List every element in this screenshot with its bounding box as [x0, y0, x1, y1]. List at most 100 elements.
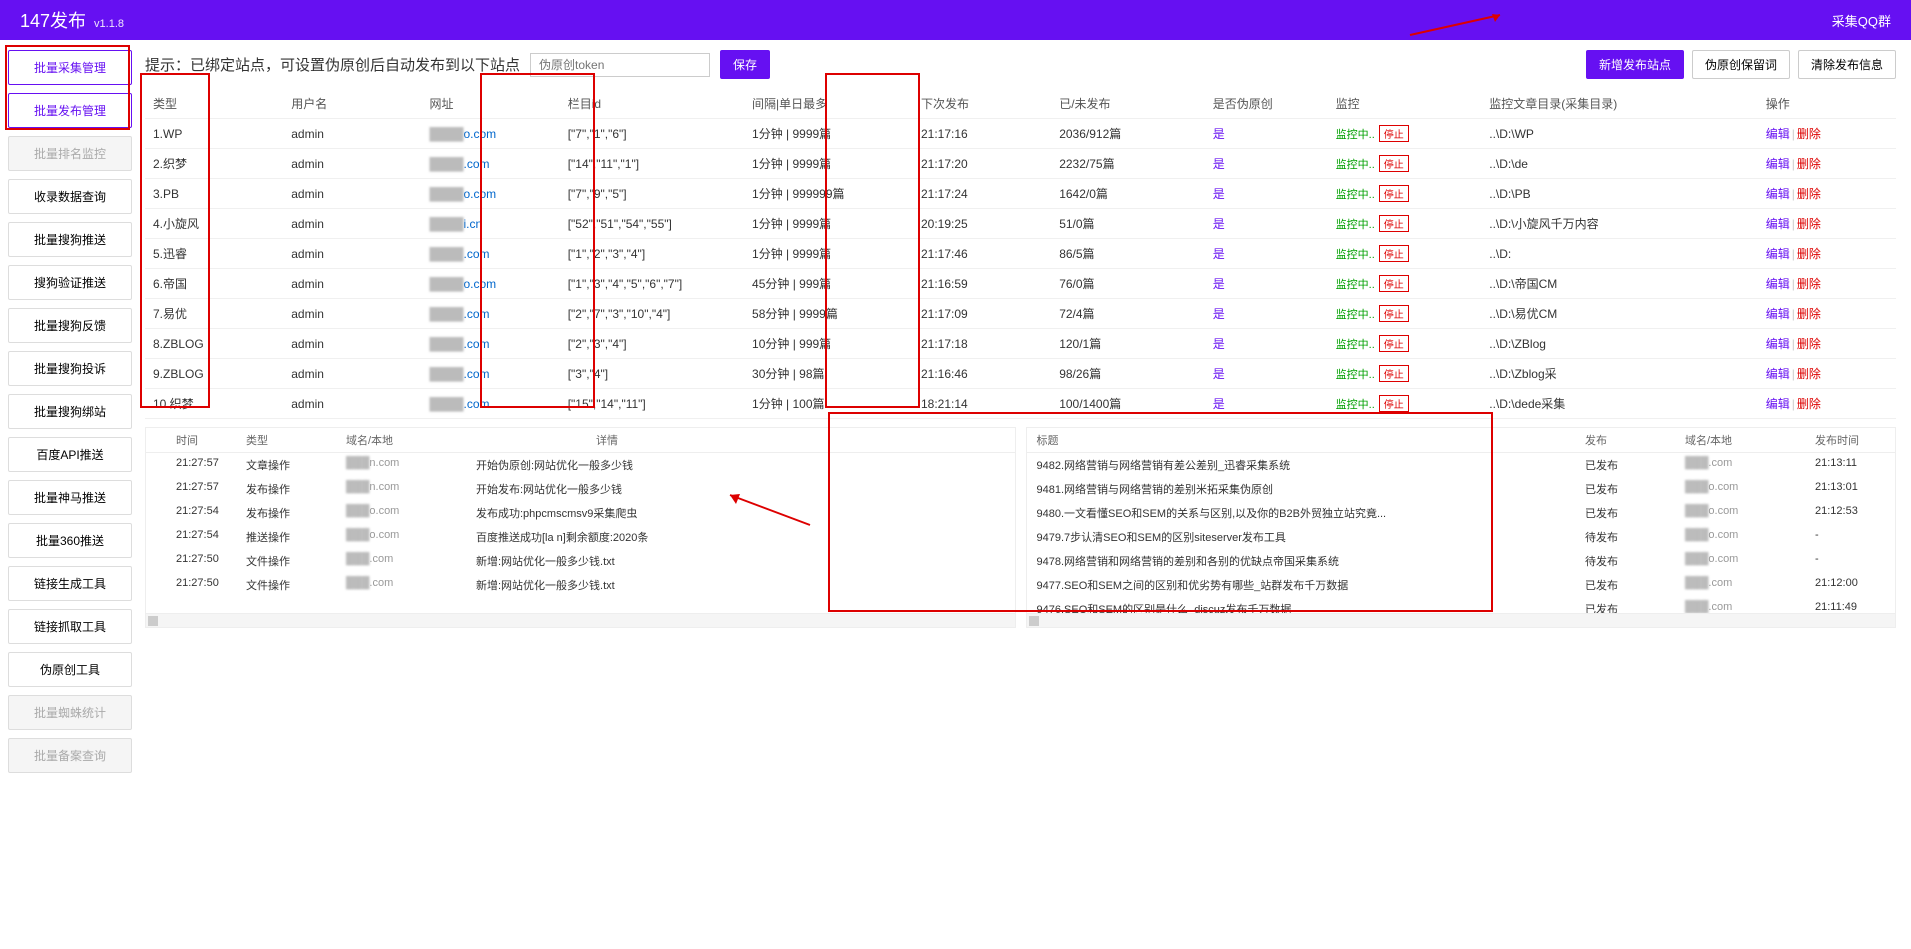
dir-cell: ..\D:\WP [1481, 119, 1757, 149]
sidebar-item[interactable]: 链接抓取工具 [8, 609, 132, 644]
sidebar-item[interactable]: 批量搜狗绑站 [8, 394, 132, 429]
url-cell[interactable]: ████.com [421, 239, 559, 269]
delete-link[interactable]: 删除 [1797, 127, 1821, 141]
url-cell[interactable]: ████.com [421, 149, 559, 179]
url-cell[interactable]: ████.com [421, 329, 559, 359]
sidebar-item[interactable]: 收录数据查询 [8, 179, 132, 214]
edit-link[interactable]: 编辑 [1766, 367, 1790, 381]
sidebar-item[interactable]: 百度API推送 [8, 437, 132, 472]
edit-link[interactable]: 编辑 [1766, 187, 1790, 201]
token-input[interactable] [530, 53, 710, 77]
table-row: 9.ZBLOGadmin████.com["3","4"]30分钟 | 98篇2… [145, 359, 1896, 389]
log-row: 21:27:54推送操作███o.com百度推送成功[la n]剩余额度:202… [146, 525, 1015, 549]
edit-link[interactable]: 编辑 [1766, 217, 1790, 231]
sidebar-item[interactable]: 批量采集管理 [8, 50, 132, 85]
save-button[interactable]: 保存 [720, 50, 770, 79]
stop-button[interactable]: 停止 [1379, 185, 1409, 202]
edit-link[interactable]: 编辑 [1766, 397, 1790, 411]
url-cell[interactable]: ████i.cn [421, 209, 559, 239]
top-bar: 提示：已绑定站点，可设置伪原创后自动发布到以下站点 保存 新增发布站点 伪原创保… [145, 50, 1896, 79]
edit-link[interactable]: 编辑 [1766, 157, 1790, 171]
stop-button[interactable]: 停止 [1379, 395, 1409, 412]
edit-link[interactable]: 编辑 [1766, 247, 1790, 261]
delete-link[interactable]: 删除 [1797, 217, 1821, 231]
log-header-cell: 发布 [1585, 432, 1685, 448]
delete-link[interactable]: 删除 [1797, 337, 1821, 351]
type-cell: 9.ZBLOG [145, 359, 283, 389]
url-cell[interactable]: ████o.com [421, 269, 559, 299]
ops-cell: 编辑|删除 [1758, 209, 1896, 239]
edit-link[interactable]: 编辑 [1766, 127, 1790, 141]
count-cell: 98/26篇 [1051, 359, 1205, 389]
url-cell[interactable]: ████.com [421, 359, 559, 389]
sidebar-item[interactable]: 链接生成工具 [8, 566, 132, 601]
qq-link[interactable]: 采集QQ群 [1832, 11, 1891, 30]
scrollbar[interactable] [146, 613, 1015, 627]
original-cell[interactable]: 是 [1205, 209, 1328, 239]
delete-link[interactable]: 删除 [1797, 157, 1821, 171]
interval-cell: 1分钟 | 9999篇 [744, 119, 913, 149]
original-cell[interactable]: 是 [1205, 119, 1328, 149]
delete-link[interactable]: 删除 [1797, 187, 1821, 201]
url-cell[interactable]: ████o.com [421, 119, 559, 149]
column-header: 操作 [1758, 89, 1896, 119]
type-cell: 8.ZBLOG [145, 329, 283, 359]
sidebar-item[interactable]: 批量360推送 [8, 523, 132, 558]
original-cell[interactable]: 是 [1205, 299, 1328, 329]
user-cell: admin [283, 389, 421, 419]
log-row: 21:27:50文件操作███.com新增:网站优化一般多少钱.txt [146, 573, 1015, 597]
original-cell[interactable]: 是 [1205, 179, 1328, 209]
delete-link[interactable]: 删除 [1797, 397, 1821, 411]
original-cell[interactable]: 是 [1205, 149, 1328, 179]
sidebar-item[interactable]: 伪原创工具 [8, 652, 132, 687]
dir-cell: ..\D:\dede采集 [1481, 389, 1757, 419]
next-cell: 21:17:09 [913, 299, 1051, 329]
count-cell: 1642/0篇 [1051, 179, 1205, 209]
original-cell[interactable]: 是 [1205, 389, 1328, 419]
stop-button[interactable]: 停止 [1379, 275, 1409, 292]
delete-link[interactable]: 删除 [1797, 367, 1821, 381]
sidebar: 批量采集管理批量发布管理批量排名监控收录数据查询批量搜狗推送搜狗验证推送批量搜狗… [0, 40, 140, 783]
original-cell[interactable]: 是 [1205, 359, 1328, 389]
stop-button[interactable]: 停止 [1379, 125, 1409, 142]
original-cell[interactable]: 是 [1205, 329, 1328, 359]
stop-button[interactable]: 停止 [1379, 155, 1409, 172]
sidebar-item[interactable]: 批量搜狗推送 [8, 222, 132, 257]
stop-button[interactable]: 停止 [1379, 305, 1409, 322]
url-cell[interactable]: ████o.com [421, 179, 559, 209]
sidebar-item[interactable]: 批量搜狗反馈 [8, 308, 132, 343]
delete-link[interactable]: 删除 [1797, 307, 1821, 321]
column-id-cell: ["3","4"] [560, 359, 744, 389]
delete-link[interactable]: 删除 [1797, 277, 1821, 291]
edit-link[interactable]: 编辑 [1766, 337, 1790, 351]
stop-button[interactable]: 停止 [1379, 365, 1409, 382]
keep-words-button[interactable]: 伪原创保留词 [1692, 50, 1790, 79]
sidebar-item[interactable]: 批量神马推送 [8, 480, 132, 515]
url-cell[interactable]: ████.com [421, 389, 559, 419]
delete-link[interactable]: 删除 [1797, 247, 1821, 261]
ops-cell: 编辑|删除 [1758, 359, 1896, 389]
clear-info-button[interactable]: 清除发布信息 [1798, 50, 1896, 79]
original-cell[interactable]: 是 [1205, 239, 1328, 269]
left-log-panel: 时间类型域名/本地详情 21:27:57文章操作███n.com开始伪原创:网站… [145, 427, 1016, 628]
next-cell: 21:16:46 [913, 359, 1051, 389]
monitor-cell: 监控中..停止 [1328, 299, 1482, 329]
add-site-button[interactable]: 新增发布站点 [1586, 50, 1684, 79]
column-header: 网址 [421, 89, 559, 119]
sidebar-item[interactable]: 批量搜狗投诉 [8, 351, 132, 386]
right-log-panel: 标题发布域名/本地发布时间 9482.网络营销与网络营销有差公差别_迅睿采集系统… [1026, 427, 1897, 628]
original-cell[interactable]: 是 [1205, 269, 1328, 299]
edit-link[interactable]: 编辑 [1766, 307, 1790, 321]
scrollbar[interactable] [1027, 613, 1896, 627]
stop-button[interactable]: 停止 [1379, 335, 1409, 352]
sidebar-item[interactable]: 批量发布管理 [8, 93, 132, 128]
sidebar-item[interactable]: 搜狗验证推送 [8, 265, 132, 300]
type-cell: 3.PB [145, 179, 283, 209]
column-header: 类型 [145, 89, 283, 119]
log-row: 9478.网络营销和网络营销的差别和各别的优缺点帝国采集系统待发布███o.co… [1027, 549, 1896, 573]
stop-button[interactable]: 停止 [1379, 215, 1409, 232]
edit-link[interactable]: 编辑 [1766, 277, 1790, 291]
url-cell[interactable]: ████.com [421, 299, 559, 329]
stop-button[interactable]: 停止 [1379, 245, 1409, 262]
column-header: 栏目id [560, 89, 744, 119]
